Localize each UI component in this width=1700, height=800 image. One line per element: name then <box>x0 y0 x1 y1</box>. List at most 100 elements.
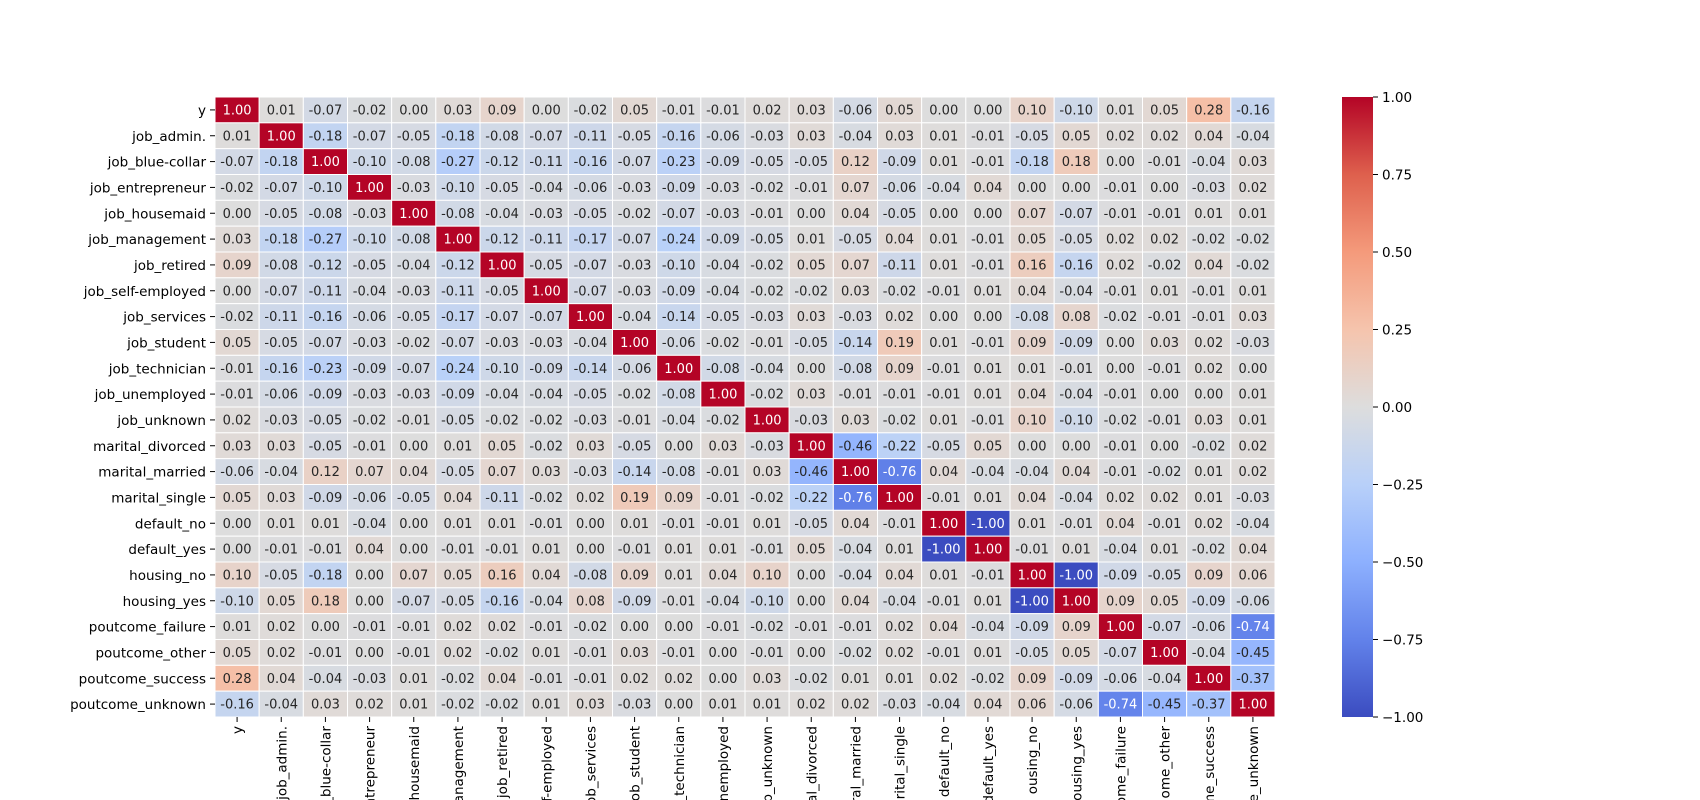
heatmap-cell-value: 0.00 <box>399 517 428 532</box>
heatmap-cell-value: -0.02 <box>750 258 784 273</box>
heatmap-cell-value: -0.02 <box>883 284 917 299</box>
heatmap-cell-value: -0.07 <box>309 336 343 351</box>
heatmap-cell-value: -0.10 <box>750 594 784 609</box>
heatmap-cell <box>567 199 613 227</box>
heatmap-cell-value: -0.37 <box>1236 672 1270 687</box>
heatmap-cell <box>479 251 525 279</box>
heatmap-cell-value: -0.03 <box>839 310 873 325</box>
heatmap-cell-value: 0.09 <box>1018 672 1047 687</box>
heatmap-cell-value: 1.00 <box>311 155 340 170</box>
heatmap-cell <box>1142 251 1188 279</box>
heatmap-cell-value: -0.09 <box>309 491 343 506</box>
heatmap-cell <box>1230 174 1276 201</box>
column-tick-label: entrepreneur <box>363 726 379 800</box>
heatmap-cell-value: -0.05 <box>927 439 961 454</box>
heatmap-cell <box>567 225 613 253</box>
heatmap-cell <box>744 458 790 485</box>
heatmap-cell-value: 0.02 <box>753 103 782 118</box>
heatmap-cell-value: 0.04 <box>973 698 1002 713</box>
heatmap-cell <box>567 406 613 434</box>
heatmap-cell-value: -0.04 <box>264 465 298 480</box>
heatmap-cell <box>832 406 878 434</box>
column-tick-label: housemaid <box>407 726 423 800</box>
heatmap-cell <box>1142 96 1188 124</box>
heatmap-cell-value: -0.01 <box>1104 465 1138 480</box>
heatmap-cell-value: -0.16 <box>1236 103 1270 118</box>
heatmap-cell-value: 0.06 <box>1238 568 1267 583</box>
heatmap-cell-value: -0.04 <box>529 181 563 196</box>
heatmap-cell-value: 0.00 <box>1238 362 1267 377</box>
heatmap-cell-value: -0.03 <box>706 181 740 196</box>
heatmap-cell-value: -0.01 <box>618 413 652 428</box>
heatmap-cell-value: 0.02 <box>1238 439 1267 454</box>
heatmap-cell-value: -0.05 <box>264 207 298 222</box>
heatmap-cell-value: -0.01 <box>750 543 784 558</box>
heatmap-cell-value: -0.02 <box>1192 543 1226 558</box>
heatmap-cell <box>258 664 304 692</box>
heatmap-cell-value: -0.27 <box>441 155 475 170</box>
heatmap-cell-value: -0.14 <box>574 362 608 377</box>
heatmap-cell-value: 0.04 <box>841 594 870 609</box>
heatmap-cell <box>921 613 967 641</box>
heatmap-cell <box>258 561 304 589</box>
heatmap-cell <box>921 690 967 718</box>
heatmap-cell <box>258 225 304 253</box>
heatmap-cell <box>832 690 878 718</box>
heatmap-cell-value: -0.01 <box>1059 517 1093 532</box>
heatmap-cell <box>1230 561 1276 589</box>
row-tick-label: poutcome_unknown <box>70 697 206 713</box>
heatmap-cell-value: -0.10 <box>1059 103 1093 118</box>
heatmap-cell-value: 0.05 <box>488 439 517 454</box>
heatmap-cell <box>1097 148 1144 176</box>
heatmap-cell-value: 0.00 <box>664 439 693 454</box>
heatmap-cell-value: -0.74 <box>1104 698 1138 713</box>
heatmap-cell-value: -0.02 <box>353 413 387 428</box>
heatmap-cell <box>700 354 746 382</box>
heatmap-cell <box>1053 664 1099 692</box>
heatmap-cell-value: -0.02 <box>1104 413 1138 428</box>
heatmap-cell <box>567 535 613 563</box>
heatmap-cell-value: -0.05 <box>309 439 343 454</box>
heatmap-cell-value: -0.76 <box>839 491 873 506</box>
heatmap-cell <box>1230 354 1276 382</box>
heatmap-cell <box>921 639 967 666</box>
heatmap-cell-value: -0.08 <box>397 155 431 170</box>
heatmap-cell-value: -0.01 <box>309 646 343 661</box>
heatmap-cell-value: -0.02 <box>220 181 254 196</box>
heatmap-cell <box>921 354 967 382</box>
heatmap-cell-value: 0.04 <box>488 672 517 687</box>
row-tick-label: y <box>198 103 206 119</box>
heatmap-cell-value: -0.01 <box>529 620 563 635</box>
heatmap-cell-value: -0.09 <box>706 155 740 170</box>
heatmap-cell-value: 0.01 <box>1150 284 1179 299</box>
heatmap-cell-value: -0.01 <box>794 181 828 196</box>
heatmap-cell-value: -0.01 <box>485 543 519 558</box>
heatmap-cell-value: -0.04 <box>353 517 387 532</box>
heatmap-cell-value: -0.07 <box>353 129 387 144</box>
heatmap-cell <box>656 251 702 279</box>
heatmap-cell-value: -0.02 <box>750 491 784 506</box>
heatmap-cell <box>788 199 834 227</box>
heatmap-cell-value: -0.01 <box>971 129 1005 144</box>
heatmap-cell-value: 0.19 <box>885 336 914 351</box>
heatmap-cell-value: -0.01 <box>1148 207 1182 222</box>
heatmap-cell <box>1230 613 1276 641</box>
heatmap-cell-value: -0.01 <box>839 388 873 403</box>
heatmap-cell-value: -0.02 <box>1192 439 1226 454</box>
heatmap-cell-value: -0.04 <box>1236 517 1270 532</box>
heatmap-cell <box>214 690 260 718</box>
heatmap-cell <box>700 613 746 641</box>
heatmap-cell <box>1053 96 1099 124</box>
heatmap-cell-value: -0.06 <box>662 336 696 351</box>
heatmap-cell-value: -0.05 <box>1015 646 1049 661</box>
heatmap-cell <box>877 664 923 692</box>
heatmap-cell <box>877 613 923 641</box>
heatmap-cell-value: 0.01 <box>841 672 870 687</box>
column-tick-label: ousing_no <box>1025 726 1041 794</box>
column-tick-label: default_yes <box>981 726 997 800</box>
heatmap-cell-value: -0.01 <box>971 568 1005 583</box>
column-tick-label: ome_other <box>1158 726 1174 799</box>
heatmap-cell <box>832 535 878 563</box>
heatmap-cell-value: -0.01 <box>662 103 696 118</box>
heatmap-cell-value: -0.07 <box>574 258 608 273</box>
